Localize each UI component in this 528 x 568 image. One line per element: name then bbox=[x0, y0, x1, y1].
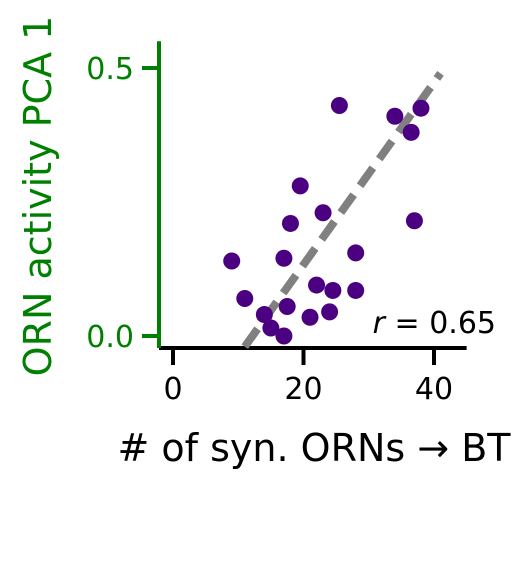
correlation-value: = 0.65 bbox=[385, 306, 496, 341]
data-point bbox=[223, 252, 241, 270]
data-point bbox=[275, 327, 293, 345]
x-tick-label: 20 bbox=[284, 372, 322, 407]
data-point bbox=[314, 204, 332, 222]
data-point bbox=[236, 289, 254, 307]
data-point bbox=[324, 281, 342, 299]
y-tick-label: 0.5 bbox=[86, 52, 134, 87]
data-point bbox=[330, 97, 348, 115]
x-tick-label: 40 bbox=[415, 372, 453, 407]
y-axis-label: ORN activity PCA 1 bbox=[16, 16, 60, 377]
x-axis: 0 20 40 bbox=[159, 346, 467, 407]
x-tick-label: 0 bbox=[163, 372, 182, 407]
data-point bbox=[255, 306, 273, 324]
correlation-symbol: r bbox=[373, 306, 387, 341]
data-point bbox=[412, 99, 430, 117]
fit-line bbox=[241, 71, 444, 350]
data-point bbox=[262, 319, 280, 337]
data-points bbox=[223, 97, 430, 345]
data-point bbox=[278, 298, 296, 316]
data-point bbox=[301, 308, 319, 326]
data-point bbox=[275, 249, 293, 267]
x-axis-label: # of syn. ORNs → BT bbox=[118, 426, 512, 470]
data-point bbox=[321, 303, 339, 321]
data-point bbox=[308, 276, 326, 294]
data-point bbox=[402, 123, 420, 141]
data-point bbox=[291, 177, 309, 195]
y-tick-label: 0.0 bbox=[86, 320, 134, 355]
data-point bbox=[405, 212, 423, 230]
data-point bbox=[281, 214, 299, 232]
data-point bbox=[386, 107, 404, 125]
fit-line-layer bbox=[241, 71, 444, 350]
data-point bbox=[347, 244, 365, 262]
correlation-annotation: r = 0.65 bbox=[373, 306, 496, 341]
data-point bbox=[347, 281, 365, 299]
y-axis: 0.0 0.5 bbox=[86, 41, 161, 355]
